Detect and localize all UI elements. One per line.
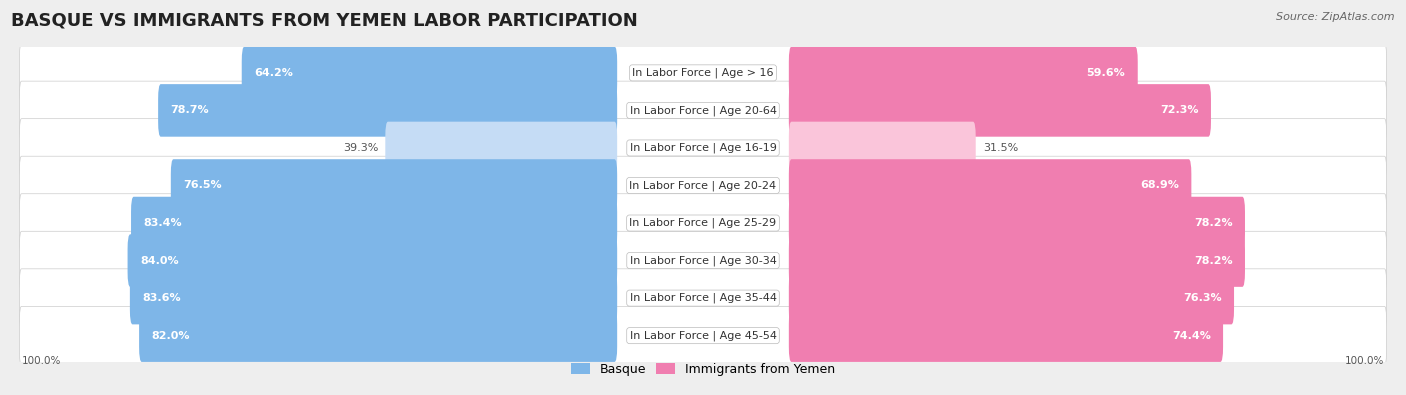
Text: In Labor Force | Age 45-54: In Labor Force | Age 45-54 [630, 330, 776, 341]
FancyBboxPatch shape [170, 159, 617, 212]
Text: 76.3%: 76.3% [1182, 293, 1222, 303]
Text: In Labor Force | Age > 16: In Labor Force | Age > 16 [633, 68, 773, 78]
Text: 74.4%: 74.4% [1171, 331, 1211, 340]
Text: 82.0%: 82.0% [152, 331, 190, 340]
Text: 78.7%: 78.7% [170, 105, 209, 115]
FancyBboxPatch shape [20, 269, 1386, 327]
FancyBboxPatch shape [20, 194, 1386, 252]
Text: 83.4%: 83.4% [143, 218, 183, 228]
Text: 84.0%: 84.0% [141, 256, 179, 265]
FancyBboxPatch shape [129, 272, 617, 324]
FancyBboxPatch shape [157, 84, 617, 137]
Legend: Basque, Immigrants from Yemen: Basque, Immigrants from Yemen [567, 358, 839, 381]
Text: In Labor Force | Age 20-24: In Labor Force | Age 20-24 [630, 180, 776, 191]
FancyBboxPatch shape [20, 81, 1386, 140]
Text: BASQUE VS IMMIGRANTS FROM YEMEN LABOR PARTICIPATION: BASQUE VS IMMIGRANTS FROM YEMEN LABOR PA… [11, 12, 638, 30]
Text: 78.2%: 78.2% [1194, 256, 1233, 265]
FancyBboxPatch shape [789, 272, 1234, 324]
FancyBboxPatch shape [20, 231, 1386, 290]
Text: 72.3%: 72.3% [1160, 105, 1198, 115]
Text: 76.5%: 76.5% [183, 181, 222, 190]
FancyBboxPatch shape [789, 234, 1244, 287]
FancyBboxPatch shape [131, 197, 617, 249]
Text: 78.2%: 78.2% [1194, 218, 1233, 228]
Text: 68.9%: 68.9% [1140, 181, 1178, 190]
Text: In Labor Force | Age 20-64: In Labor Force | Age 20-64 [630, 105, 776, 116]
Text: In Labor Force | Age 35-44: In Labor Force | Age 35-44 [630, 293, 776, 303]
Text: 100.0%: 100.0% [21, 356, 60, 366]
FancyBboxPatch shape [385, 122, 617, 174]
Text: 59.6%: 59.6% [1087, 68, 1125, 78]
FancyBboxPatch shape [20, 43, 1386, 102]
FancyBboxPatch shape [20, 307, 1386, 365]
FancyBboxPatch shape [789, 84, 1211, 137]
FancyBboxPatch shape [139, 309, 617, 362]
FancyBboxPatch shape [242, 47, 617, 99]
Text: 39.3%: 39.3% [343, 143, 378, 153]
Text: 31.5%: 31.5% [983, 143, 1018, 153]
FancyBboxPatch shape [789, 122, 976, 174]
FancyBboxPatch shape [789, 197, 1244, 249]
Text: 83.6%: 83.6% [142, 293, 181, 303]
Text: 100.0%: 100.0% [1346, 356, 1385, 366]
FancyBboxPatch shape [128, 234, 617, 287]
Text: In Labor Force | Age 25-29: In Labor Force | Age 25-29 [630, 218, 776, 228]
FancyBboxPatch shape [789, 309, 1223, 362]
Text: Source: ZipAtlas.com: Source: ZipAtlas.com [1277, 12, 1395, 22]
FancyBboxPatch shape [789, 47, 1137, 99]
FancyBboxPatch shape [20, 156, 1386, 215]
FancyBboxPatch shape [20, 118, 1386, 177]
Text: 64.2%: 64.2% [254, 68, 292, 78]
Text: In Labor Force | Age 16-19: In Labor Force | Age 16-19 [630, 143, 776, 153]
FancyBboxPatch shape [789, 159, 1191, 212]
Text: In Labor Force | Age 30-34: In Labor Force | Age 30-34 [630, 255, 776, 266]
